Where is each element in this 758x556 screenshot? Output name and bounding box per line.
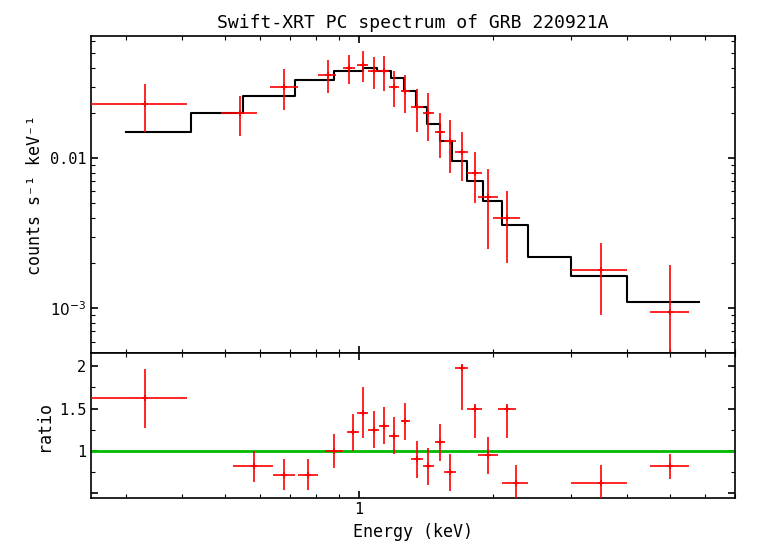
Y-axis label: counts s⁻¹ keV⁻¹: counts s⁻¹ keV⁻¹ [26, 115, 44, 275]
Title: Swift-XRT PC spectrum of GRB 220921A: Swift-XRT PC spectrum of GRB 220921A [218, 14, 609, 32]
Y-axis label: ratio: ratio [35, 400, 53, 450]
X-axis label: Energy (keV): Energy (keV) [353, 523, 473, 541]
